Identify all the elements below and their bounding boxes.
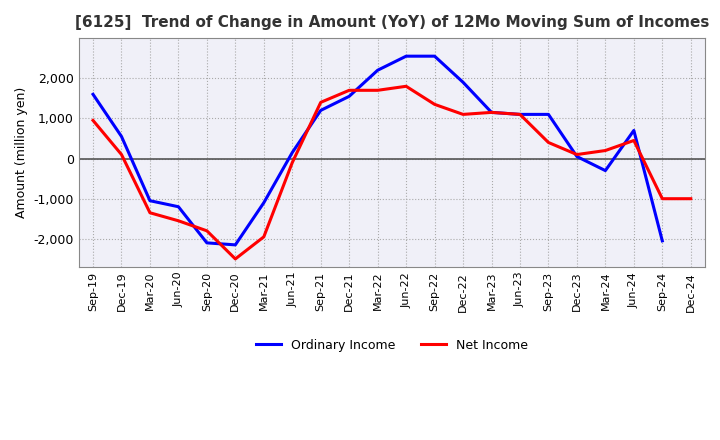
- Net Income: [174, 218, 183, 224]
- Y-axis label: Amount (million yen): Amount (million yen): [15, 87, 28, 218]
- Net Income: [231, 256, 240, 261]
- Ordinary Income: [658, 238, 667, 243]
- Net Income: [431, 102, 439, 107]
- Net Income: [316, 100, 325, 105]
- Net Income: [544, 140, 553, 145]
- Ordinary Income: [145, 198, 154, 203]
- Ordinary Income: [516, 112, 524, 117]
- Ordinary Income: [459, 80, 467, 85]
- Net Income: [288, 160, 297, 165]
- Net Income: [629, 138, 638, 143]
- Net Income: [202, 228, 211, 234]
- Net Income: [572, 152, 581, 157]
- Net Income: [601, 148, 610, 153]
- Net Income: [374, 88, 382, 93]
- Line: Net Income: Net Income: [93, 86, 690, 259]
- Net Income: [145, 210, 154, 216]
- Net Income: [686, 196, 695, 202]
- Net Income: [259, 234, 268, 239]
- Ordinary Income: [487, 110, 496, 115]
- Ordinary Income: [202, 240, 211, 246]
- Ordinary Income: [374, 68, 382, 73]
- Legend: Ordinary Income, Net Income: Ordinary Income, Net Income: [251, 334, 533, 357]
- Ordinary Income: [288, 150, 297, 155]
- Ordinary Income: [316, 108, 325, 113]
- Ordinary Income: [231, 242, 240, 248]
- Title: [6125]  Trend of Change in Amount (YoY) of 12Mo Moving Sum of Incomes: [6125] Trend of Change in Amount (YoY) o…: [75, 15, 709, 30]
- Net Income: [89, 118, 97, 123]
- Ordinary Income: [174, 204, 183, 209]
- Net Income: [402, 84, 410, 89]
- Ordinary Income: [345, 94, 354, 99]
- Line: Ordinary Income: Ordinary Income: [93, 56, 662, 245]
- Ordinary Income: [431, 54, 439, 59]
- Net Income: [459, 112, 467, 117]
- Ordinary Income: [572, 154, 581, 159]
- Ordinary Income: [259, 200, 268, 205]
- Ordinary Income: [89, 92, 97, 97]
- Ordinary Income: [402, 54, 410, 59]
- Net Income: [345, 88, 354, 93]
- Ordinary Income: [544, 112, 553, 117]
- Net Income: [516, 112, 524, 117]
- Net Income: [117, 152, 126, 157]
- Net Income: [658, 196, 667, 202]
- Ordinary Income: [629, 128, 638, 133]
- Ordinary Income: [117, 134, 126, 139]
- Net Income: [487, 110, 496, 115]
- Ordinary Income: [601, 168, 610, 173]
